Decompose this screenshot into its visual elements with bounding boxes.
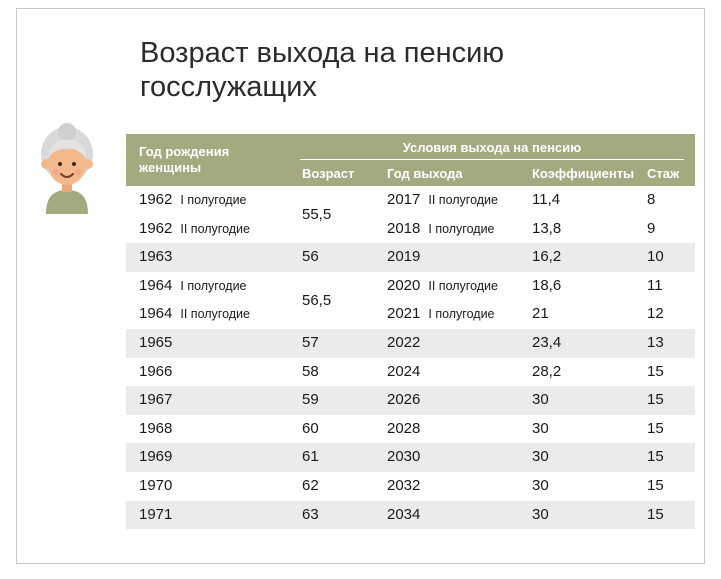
coef-cell: 30 (532, 419, 549, 437)
header-exit-year: Год выхода (387, 166, 463, 181)
table-row: 1971 63 2034 30 15 (126, 500, 695, 530)
retirement-table: Год рождения женщины Условия выхода на п… (126, 134, 695, 530)
table-row: 1967 59 2026 30 15 (126, 386, 695, 415)
header-conditions: Условия выхода на пенсию (300, 140, 684, 160)
exp-cell: 15 (647, 476, 664, 494)
coef-cell: 13,8 (532, 219, 562, 237)
year-cell: 2020 II полугодие (387, 276, 498, 294)
age-merged-cell: 55,5 (302, 206, 332, 223)
table-row: 1962 II полугодие 2018 I полугодие 13,8 9 (126, 215, 695, 244)
table-row: 1962 I полугодие 2017 II полугодие 11,4 8 (126, 186, 695, 215)
table-row: 1965 57 2022 23,4 13 (126, 328, 695, 358)
birth-cell: 1963 (139, 248, 173, 266)
table-group-1962: 1962 I полугодие 2017 II полугодие 11,4 8 … (126, 186, 695, 243)
table-row: 1968 60 2028 30 15 (126, 415, 695, 444)
table-header: Год рождения женщины Условия выхода на п… (126, 134, 695, 186)
exp-cell: 15 (647, 448, 664, 466)
age-cell: 58 (302, 362, 319, 380)
birth-cell: 1962 II полугодие (139, 219, 250, 237)
birth-cell: 1964 II полугодие (139, 305, 250, 323)
header-birth-year: Год рождения женщины (139, 144, 230, 175)
year-cell: 2030 (387, 448, 421, 466)
header-age: Возраст (302, 166, 355, 181)
exp-cell: 11 (647, 276, 663, 294)
exp-cell: 8 (647, 191, 656, 208)
coef-cell: 28,2 (532, 362, 562, 380)
table-row: 1966 58 2024 28,2 15 (126, 358, 695, 387)
coef-cell: 30 (532, 448, 549, 466)
year-cell: 2021 I полугодие (387, 305, 495, 323)
age-cell: 57 (302, 333, 319, 351)
year-cell: 2018 I полугодие (387, 219, 495, 237)
old-woman-avatar-icon (41, 123, 93, 214)
year-cell: 2024 (387, 362, 421, 380)
year-cell: 2032 (387, 476, 421, 494)
table-row: 1964 I полугодие 2020 II полугодие 18,6 11 (126, 272, 695, 301)
year-cell: 2022 (387, 333, 421, 351)
birth-cell: 1965 (139, 333, 173, 351)
birth-cell: 1966 (139, 362, 173, 380)
exp-cell: 15 (647, 362, 664, 380)
exp-cell: 15 (647, 419, 664, 437)
age-cell: 61 (302, 448, 319, 466)
year-cell: 2034 (387, 505, 421, 523)
coef-cell: 18,6 (532, 276, 562, 294)
exp-cell: 9 (647, 219, 656, 237)
year-cell: 2028 (387, 419, 421, 437)
birth-cell: 1970 (139, 476, 173, 494)
coef-cell: 21 (532, 305, 549, 323)
birth-cell: 1964 I полугодие (139, 276, 247, 294)
birth-cell: 1962 I полугодие (139, 191, 247, 208)
table-row: 1963 56 2019 16,2 10 (126, 243, 695, 272)
age-cell: 63 (302, 505, 319, 523)
table-row: 1970 62 2032 30 15 (126, 472, 695, 501)
exp-cell: 10 (647, 248, 664, 266)
age-merged-cell: 56,5 (302, 291, 332, 309)
title-line-1: Возраст выхода на пенсию (140, 37, 505, 69)
age-cell: 59 (302, 391, 319, 409)
exp-cell: 15 (647, 391, 664, 409)
birth-cell: 1968 (139, 419, 173, 437)
year-cell: 2019 (387, 248, 421, 266)
birth-cell: 1969 (139, 448, 173, 466)
age-cell: 62 (302, 476, 319, 494)
exp-cell: 15 (647, 505, 664, 523)
coef-cell: 30 (532, 505, 549, 523)
table-row: 1964 II полугодие 2021 I полугодие 21 12 (126, 300, 695, 329)
exp-cell: 12 (647, 305, 664, 323)
birth-cell: 1967 (139, 391, 173, 409)
table-row: 1969 61 2030 30 15 (126, 443, 695, 472)
page-title: Возраст выхода на пенсию госслужащих (140, 36, 504, 104)
year-cell: 2017 II полугодие (387, 191, 498, 208)
coef-cell: 16,2 (532, 248, 562, 266)
exp-cell: 13 (647, 333, 664, 351)
coef-cell: 30 (532, 476, 549, 494)
year-cell: 2026 (387, 391, 421, 409)
coef-cell: 11,4 (532, 191, 561, 208)
header-coefficients: Коэффициенты (532, 166, 635, 181)
coef-cell: 30 (532, 391, 549, 409)
age-cell: 60 (302, 419, 319, 437)
title-line-2: госслужащих (140, 71, 317, 103)
coef-cell: 23,4 (532, 333, 562, 351)
birth-cell: 1971 (139, 505, 173, 523)
header-experience: Стаж (647, 166, 680, 181)
table-group-1964: 1964 I полугодие 2020 II полугодие 18,6 11… (126, 272, 695, 329)
age-cell: 56 (302, 248, 319, 266)
